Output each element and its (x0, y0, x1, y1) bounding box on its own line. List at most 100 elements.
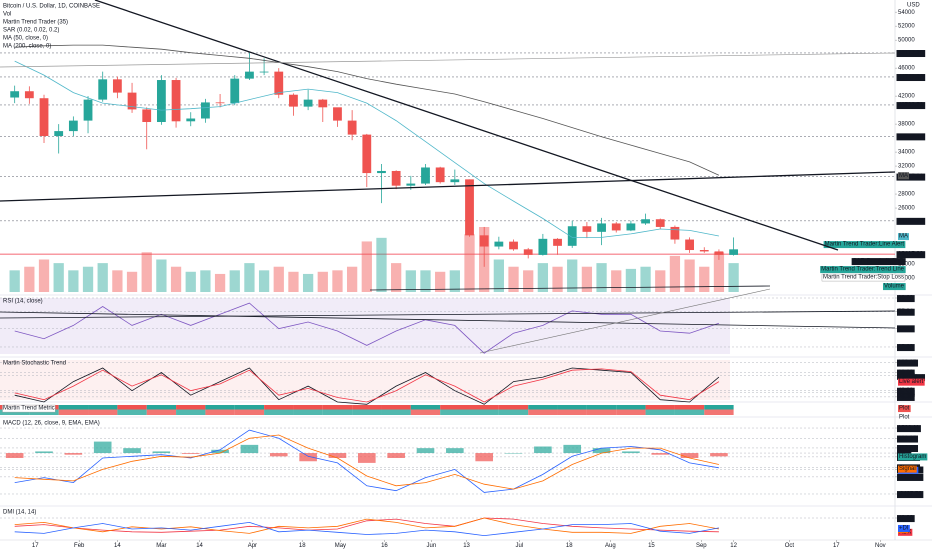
panel-title: MACD (12, 26, close, 9, EMA, EMA) (3, 421, 100, 427)
trend-cell (234, 405, 265, 410)
candle-body (171, 80, 181, 122)
trend-line (94, 0, 839, 251)
volume-bar (508, 266, 519, 292)
histogram-bar (446, 448, 464, 454)
label-box (897, 393, 915, 401)
trend-cell (469, 409, 499, 415)
y-tick-label: 54000 (898, 10, 915, 16)
histogram-bar (35, 451, 53, 454)
volume-bar (449, 270, 460, 292)
alert-label: 19417.09 (898, 252, 924, 258)
y-tick-label: 50000 (898, 38, 915, 44)
candle-body (156, 80, 166, 123)
volume-bar (596, 263, 607, 292)
y-tick-label: 26000 (898, 206, 915, 212)
volume-bar (185, 271, 196, 292)
trend-cell (352, 405, 382, 410)
series-line (14, 517, 719, 534)
label-box (897, 445, 919, 453)
label-box (898, 378, 925, 386)
legend-entry: Vol (3, 12, 11, 18)
y-tick-label: -2497.70 (898, 492, 922, 498)
x-tick-label: 15 (648, 543, 655, 549)
y-tick-label: 26.30 (898, 394, 914, 400)
volume-bar (611, 270, 622, 292)
histogram-bar (622, 451, 640, 454)
trend-cell (176, 409, 206, 415)
y-tick-label: 32000 (898, 164, 915, 170)
series-tag: MA (899, 173, 908, 179)
volume-bar (640, 266, 651, 292)
y-tick-label: 312.67 (898, 446, 917, 452)
trend-cell (381, 409, 411, 415)
volume-bar (537, 263, 549, 292)
histogram-bar (269, 453, 288, 457)
trend-cell (616, 409, 646, 415)
candle-body (509, 241, 518, 250)
trend-cell (88, 405, 118, 410)
trend-cell (498, 409, 529, 415)
candle-body (465, 179, 474, 236)
label-box (2, 404, 56, 413)
y-tick-label: 52000 (898, 24, 915, 30)
trend-cell (322, 409, 353, 415)
volume-bar (420, 270, 431, 292)
trend-cell (410, 409, 441, 415)
trend-cell (88, 409, 118, 415)
volume-bar (376, 237, 387, 292)
candle-body (714, 251, 724, 255)
label-box (897, 515, 915, 523)
trend-cell (381, 405, 411, 410)
y-tick-label: 35.55 (898, 390, 914, 396)
level-label: 36258.48 (898, 134, 924, 140)
volume-bar (728, 263, 739, 292)
trend-cell (586, 409, 617, 415)
level-label: 48173.30 (898, 51, 924, 57)
candle-body (142, 109, 152, 123)
volume-bar (229, 270, 240, 292)
candle-body (98, 79, 108, 100)
x-tick-label: Nov (875, 543, 886, 549)
histogram-bar (680, 453, 699, 458)
volume-bar (435, 271, 446, 292)
panel-title: DMI (14, 14) (3, 510, 36, 516)
candle-body (24, 91, 34, 99)
histogram-bar (328, 453, 347, 458)
trend-cell (146, 409, 177, 415)
label-box (897, 425, 921, 433)
y-tick-label: 69.60 (898, 296, 914, 302)
indicator-tag: Martin Trend Trader:Trend Line (821, 267, 904, 273)
candle-body (39, 98, 49, 136)
candle-body (201, 102, 210, 119)
indicator-tag: Martin Trend Trader:Line Alert (825, 242, 905, 248)
x-tick-label: 14 (196, 543, 203, 549)
volume-bar (53, 263, 64, 292)
label-box (896, 251, 926, 259)
series-line (14, 302, 720, 354)
trend-lines (0, 0, 896, 354)
x-tick-label: 17 (833, 543, 840, 549)
label-box (896, 74, 926, 82)
level-label: 40732.73 (898, 103, 924, 109)
candle-body (259, 71, 269, 73)
series-line (14, 367, 720, 405)
series-tag: Live Alert (899, 375, 924, 381)
legend-entry: SAR (0.02, 0.02, 0.2) (3, 28, 59, 34)
trend-cell (704, 405, 734, 410)
volume-bar (699, 266, 710, 292)
label-box (898, 465, 917, 473)
level-label: 30507.81 (898, 174, 924, 180)
trend-cell (586, 405, 617, 410)
label-box (882, 283, 906, 291)
panel-band (0, 298, 730, 354)
y-tick-label: 102.07 (898, 360, 917, 366)
series-tag: MA (899, 234, 908, 240)
legend-entry: Martin Trend Trader (35) (3, 20, 68, 26)
volume-bar (464, 234, 475, 292)
series-line (14, 434, 719, 490)
y-tick-label: -1453.17 (898, 474, 922, 480)
histogram-bar (563, 444, 582, 454)
candle-body (479, 235, 489, 247)
x-tick-label: Mar (156, 543, 166, 549)
trend-cell (528, 405, 558, 410)
